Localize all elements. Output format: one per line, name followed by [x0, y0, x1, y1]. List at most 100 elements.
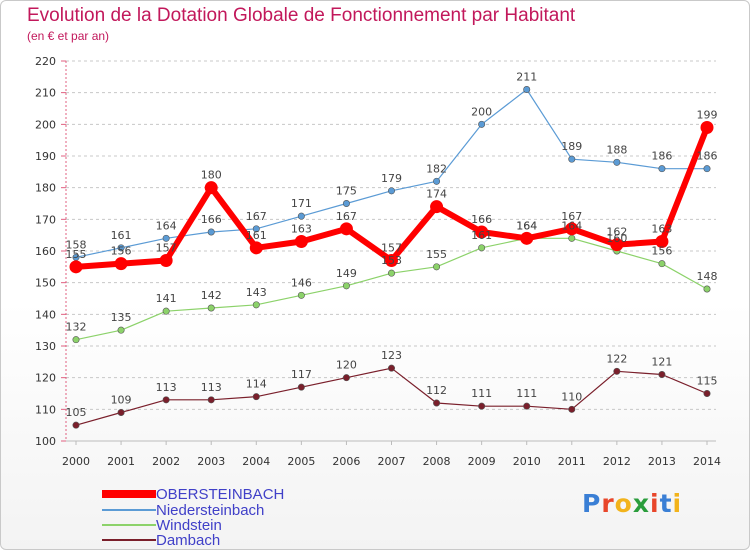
point-niedersteinbach: [117, 244, 125, 252]
logo-letter: i: [650, 489, 660, 518]
x-tick-label: 2000: [62, 455, 90, 468]
data-label-obersteinbach: 157: [381, 242, 402, 255]
point-niedersteinbach: [252, 225, 260, 233]
legend-label-niedersteinbach: Niedersteinbach: [156, 502, 264, 519]
logo-letter: o: [614, 489, 633, 518]
point-niedersteinbach: [703, 165, 711, 173]
point-dambach: [72, 421, 80, 429]
data-label-obersteinbach: 166: [471, 213, 492, 226]
data-label-windstein: 149: [336, 267, 357, 280]
point-obersteinbach: [294, 235, 308, 248]
data-label-dambach: 120: [336, 359, 357, 372]
data-label-windstein: 161: [471, 229, 492, 242]
logo-letter: x: [632, 489, 650, 518]
point-niedersteinbach: [387, 187, 395, 195]
legend-label-windstein: Windstein: [156, 517, 222, 534]
y-tick-label: 220: [35, 55, 56, 68]
data-label-niedersteinbach: 186: [651, 150, 672, 163]
point-dambach: [252, 393, 260, 401]
data-label-dambach: 113: [156, 381, 177, 394]
x-tick-label: 2008: [423, 455, 451, 468]
point-obersteinbach: [159, 254, 173, 267]
x-tick-label: 2012: [603, 455, 631, 468]
point-windstein: [207, 304, 215, 312]
x-tick-label: 2002: [152, 455, 180, 468]
y-tick-label: 140: [35, 308, 56, 321]
series-line-dambach: [75, 367, 708, 426]
data-label-obersteinbach: 163: [651, 223, 672, 236]
y-tick-label: 100: [35, 435, 56, 448]
point-windstein: [72, 336, 80, 344]
data-label-windstein: 164: [516, 219, 537, 232]
point-niedersteinbach: [342, 200, 350, 208]
data-labels: 158 161 164 166 167 171 175 179 182 200 211 189 188 1…: [66, 71, 718, 420]
data-label-niedersteinbach: 167: [246, 210, 267, 223]
tick-labels: 100 110 120 130 140 150 160 170 180 190 200 210 220 2…: [35, 55, 721, 468]
point-dambach: [207, 396, 215, 404]
point-obersteinbach: [700, 121, 714, 134]
point-windstein: [342, 282, 350, 290]
data-label-windstein: 155: [426, 248, 447, 261]
data-label-niedersteinbach: 189: [561, 140, 582, 153]
data-label-obersteinbach: 199: [697, 109, 718, 122]
data-label-windstein: 142: [201, 289, 222, 302]
y-tick-label: 110: [35, 403, 56, 416]
point-obersteinbach: [520, 231, 534, 245]
x-tick-label: 2007: [378, 455, 406, 468]
data-label-dambach: 109: [111, 394, 132, 407]
data-label-dambach: 115: [697, 375, 718, 388]
y-tick-label: 160: [35, 245, 56, 258]
data-label-windstein: 141: [156, 292, 177, 305]
data-label-dambach: 111: [516, 387, 537, 400]
data-label-dambach: 113: [201, 381, 222, 394]
point-dambach: [658, 370, 666, 378]
chart-subtitle: (en € et par an): [27, 29, 110, 43]
grid-lines: [66, 60, 716, 442]
point-windstein: [117, 326, 125, 334]
logo-letter: t: [659, 489, 673, 518]
point-windstein: [478, 244, 486, 252]
point-obersteinbach: [385, 254, 398, 267]
x-tick-label: 2010: [513, 455, 541, 468]
data-label-dambach: 112: [426, 384, 447, 397]
point-obersteinbach: [475, 225, 489, 239]
x-tick-label: 2013: [648, 455, 676, 468]
point-windstein: [252, 301, 260, 309]
point-niedersteinbach: [297, 212, 305, 220]
point-dambach: [342, 374, 350, 382]
data-label-dambach: 114: [246, 378, 267, 391]
point-windstein: [568, 234, 576, 242]
data-label-obersteinbach: 180: [201, 169, 222, 182]
data-label-windstein: 164: [561, 219, 582, 232]
chart-title: Evolution de la Dotation Globale de Fonc…: [27, 5, 576, 26]
data-label-obersteinbach: 156: [111, 245, 132, 258]
data-label-windstein: 148: [697, 270, 718, 283]
data-label-niedersteinbach: 158: [66, 238, 87, 251]
point-niedersteinbach: [523, 86, 531, 94]
proxiti-logo: Proxiti: [582, 489, 682, 518]
point-niedersteinbach: [568, 155, 576, 163]
data-label-windstein: 135: [111, 311, 132, 324]
x-tick-label: 2014: [693, 455, 721, 468]
x-tick-label: 2009: [468, 455, 496, 468]
data-label-dambach: 123: [381, 349, 402, 362]
data-label-dambach: 121: [651, 356, 672, 369]
x-tick-label: 2003: [197, 455, 225, 468]
legend-label-obersteinbach: OBERSTEINBACH: [156, 486, 284, 503]
y-tick-label: 180: [35, 182, 56, 195]
point-dambach: [162, 396, 170, 404]
point-windstein: [297, 291, 305, 299]
data-label-niedersteinbach: 161: [111, 229, 132, 242]
logo-letter: P: [582, 489, 602, 518]
data-label-niedersteinbach: 188: [606, 143, 627, 156]
y-tick-label: 190: [35, 150, 56, 163]
data-label-obersteinbach: 167: [336, 210, 357, 223]
data-label-windstein: 156: [651, 245, 672, 258]
point-obersteinbach: [249, 241, 263, 255]
point-windstein: [162, 307, 170, 315]
data-label-niedersteinbach: 179: [381, 172, 402, 185]
point-niedersteinbach: [207, 228, 215, 236]
data-label-niedersteinbach: 171: [291, 197, 312, 210]
data-label-obersteinbach: 167: [561, 210, 582, 223]
point-windstein: [387, 269, 395, 277]
